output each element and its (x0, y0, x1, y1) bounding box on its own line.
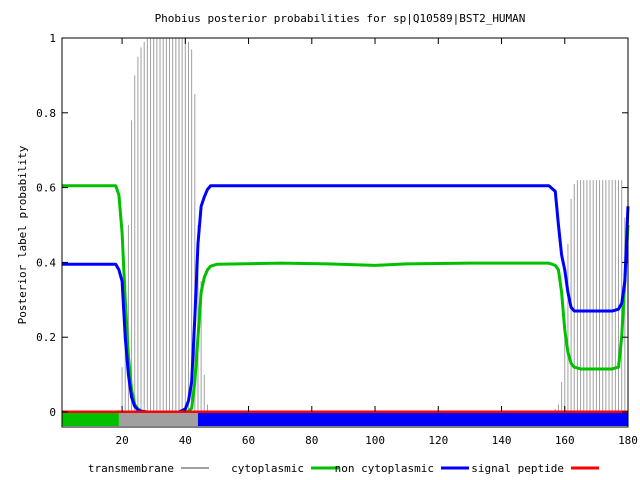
legend-item-non-cytoplasmic: non cytoplasmic (335, 462, 469, 475)
x-axis-ticks: 20 40 60 80 100 120 140 160 180 (115, 38, 638, 447)
y-axis-label: Posterior label probability (16, 145, 29, 324)
legend-item-transmembrane: transmembrane (88, 462, 209, 475)
transmembrane-impulses (118, 38, 629, 412)
x-tick-label: 20 (115, 434, 128, 447)
plot-frame (61, 37, 629, 428)
x-tick-label: 120 (428, 434, 448, 447)
x-tick-label: 40 (179, 434, 192, 447)
non-cytoplasmic-line (62, 184, 630, 414)
x-tick-label: 80 (305, 434, 318, 447)
y-tick-label: 0.2 (36, 331, 56, 344)
x-tick-label: 160 (555, 434, 575, 447)
topology-segment-transmembrane (118, 413, 198, 426)
x-tick-label: 180 (618, 434, 638, 447)
legend-item-cytoplasmic: cytoplasmic (231, 462, 339, 475)
y-axis-ticks: 0 0.2 0.4 0.6 0.8 1 (36, 32, 628, 419)
y-tick-label: 0 (49, 406, 56, 419)
legend-item-signal-peptide: signal peptide (471, 462, 599, 475)
topology-bar (62, 413, 628, 426)
y-tick-label: 0.8 (36, 107, 56, 120)
y-tick-label: 1 (49, 32, 56, 45)
x-tick-label: 140 (492, 434, 512, 447)
topology-segment-cytoplasmic (62, 413, 119, 426)
topology-segment-non-cytoplasmic (197, 413, 628, 426)
legend-label-cytoplasmic: cytoplasmic (231, 462, 304, 475)
legend-label-transmembrane: transmembrane (88, 462, 174, 475)
y-tick-label: 0.4 (36, 256, 56, 269)
x-tick-label: 60 (242, 434, 255, 447)
y-tick-label: 0.6 (36, 182, 56, 195)
legend-label-signal-peptide: signal peptide (471, 462, 564, 475)
chart-title: Phobius posterior probabilities for sp|Q… (155, 12, 526, 25)
series-lines (62, 184, 630, 414)
legend: transmembrane cytoplasmic non cytoplasmi… (88, 462, 599, 475)
x-tick-label: 100 (365, 434, 385, 447)
legend-label-non-cytoplasmic: non cytoplasmic (335, 462, 434, 475)
